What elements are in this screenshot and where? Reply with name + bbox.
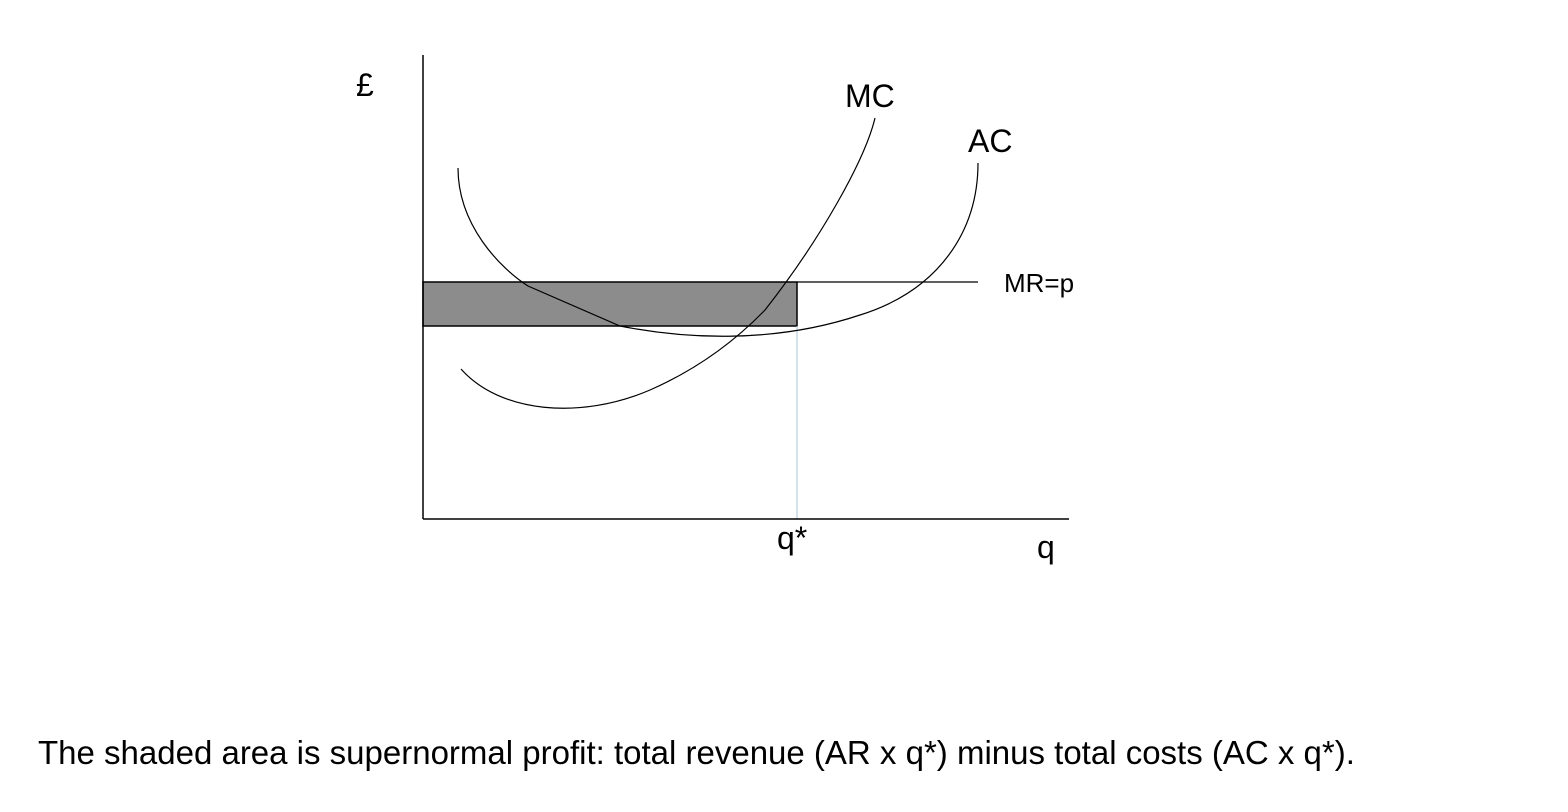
mc-curve-label: MC xyxy=(845,78,895,114)
x-axis-label: q xyxy=(1037,529,1055,565)
q-star-label: q* xyxy=(777,520,807,556)
supernormal-profit-area xyxy=(422,281,798,327)
ac-curve-label: AC xyxy=(968,123,1012,159)
marginal-cost-curve xyxy=(460,117,876,409)
mr-price-label: MR=p xyxy=(1004,268,1074,298)
y-axis-label: £ xyxy=(356,67,374,103)
diagram-caption: The shaded area is supernormal profit: t… xyxy=(38,734,1355,771)
